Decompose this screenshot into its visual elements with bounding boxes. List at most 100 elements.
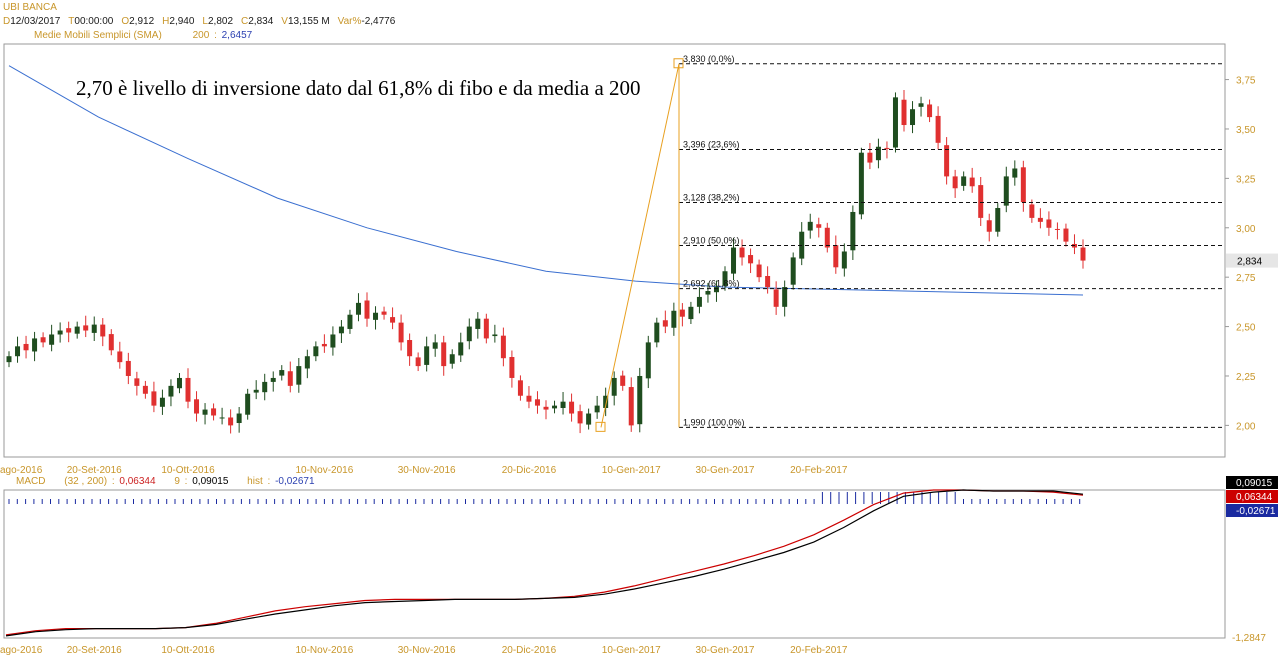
x-tick-label: 10-Gen-2017: [602, 465, 661, 476]
fibo-level-label: 3,128 (38,2%): [683, 192, 740, 202]
x-tick-label: 20-Set-2016: [67, 465, 122, 476]
x-tick-label: 30-Nov-2016: [398, 465, 456, 476]
candle: [236, 407, 242, 433]
macd-value-box: [1226, 504, 1278, 517]
candle: [134, 371, 140, 396]
candle-body: [390, 317, 396, 323]
candle-body: [83, 325, 89, 331]
candle-body: [731, 247, 737, 274]
macd-name: MACD: [16, 476, 46, 487]
candle-body: [807, 221, 813, 231]
candle-body: [168, 385, 174, 397]
candle-body: [790, 257, 796, 285]
candle-body: [824, 227, 830, 248]
field-value: 2,802: [207, 16, 234, 27]
macd-signal-line: [5, 489, 1084, 636]
x-tick-label: 10-Gen-2017: [602, 645, 661, 656]
candle: [688, 301, 694, 325]
macd-pane-frame: [3, 489, 1226, 639]
instrument-title: UBI BANCA: [3, 2, 59, 13]
candle-body: [100, 324, 106, 337]
candle-body: [441, 342, 447, 367]
candle: [373, 306, 379, 330]
candle: [892, 92, 898, 153]
candle-body: [347, 314, 353, 329]
candle: [338, 320, 344, 343]
candle-body: [432, 342, 438, 349]
candle: [799, 222, 805, 266]
candle: [321, 334, 327, 353]
candle: [552, 400, 558, 414]
candle: [185, 368, 191, 409]
candle: [773, 281, 779, 315]
x-tick-label: ago-2016: [0, 465, 43, 476]
candle: [824, 222, 830, 253]
candle-body: [270, 377, 276, 382]
candle: [1012, 160, 1018, 186]
candle: [441, 335, 447, 376]
candle-body: [49, 334, 55, 345]
candle-body: [1012, 168, 1018, 178]
x-tick-label: ago-2016: [0, 645, 43, 656]
candle: [253, 380, 259, 400]
candle: [219, 407, 225, 425]
x-tick-label: 20-Dic-2016: [502, 465, 557, 476]
candle: [270, 371, 276, 392]
candle: [705, 282, 711, 303]
candle: [74, 321, 80, 339]
candle-body: [534, 399, 540, 406]
x-tick-label: 20-Feb-2017: [790, 465, 848, 476]
candle: [40, 332, 46, 348]
candle: [509, 350, 515, 388]
candle: [1029, 199, 1035, 223]
fibo-level-label: 2,910 (50,0%): [683, 236, 740, 246]
candle-body: [66, 328, 72, 333]
candle: [1063, 223, 1069, 247]
candle-body: [543, 406, 549, 410]
fibo-anchor-high: [673, 58, 684, 69]
candle-body: [500, 335, 506, 359]
candle-body: [705, 291, 711, 295]
candle-body: [296, 366, 302, 385]
y-tick-label: 3,00: [1236, 224, 1256, 235]
candle: [1054, 222, 1060, 240]
candle-body: [560, 401, 566, 408]
field-value: 00:00:00: [74, 16, 114, 27]
candle: [492, 324, 498, 343]
candle: [961, 171, 967, 191]
candle: [304, 349, 310, 379]
y-tick-label: 2,25: [1236, 372, 1256, 383]
candle-body: [449, 354, 455, 364]
fibo-anchor-low: [595, 421, 606, 432]
candle: [83, 315, 89, 338]
candle-body: [211, 408, 217, 416]
candle-body: [816, 224, 822, 228]
candle: [603, 387, 609, 417]
candle-body: [569, 401, 575, 414]
candle: [159, 389, 165, 415]
candle-body: [978, 185, 984, 218]
candle-body: [850, 211, 856, 251]
candle-body: [722, 271, 728, 286]
candle-body: [176, 377, 182, 389]
candle: [850, 205, 856, 260]
x-tick-label: 10-Nov-2016: [295, 645, 353, 656]
candle-body: [142, 385, 148, 394]
candle-body: [125, 360, 131, 376]
sma-legend: Medie Mobili Semplici (SMA) 200 : 2,6457: [34, 30, 253, 41]
candle-body: [1029, 204, 1035, 218]
candle-body: [517, 380, 523, 396]
candle: [978, 176, 984, 226]
candle-body: [858, 152, 864, 215]
price-pane-frame: [3, 43, 1226, 458]
candle-body: [739, 247, 745, 258]
sma-label: Medie Mobili Semplici (SMA): [34, 30, 162, 41]
candle: [466, 318, 472, 350]
candle: [142, 380, 148, 399]
ohlc-row: D12/03/2017 T00:00:00 O2,912 H2,940 L2,802 C2…: [3, 16, 403, 27]
candle: [57, 322, 63, 343]
candle: [108, 329, 114, 356]
candle: [458, 332, 464, 362]
x-tick-label: 10-Ott-2016: [161, 645, 215, 656]
candle-body: [782, 287, 788, 307]
